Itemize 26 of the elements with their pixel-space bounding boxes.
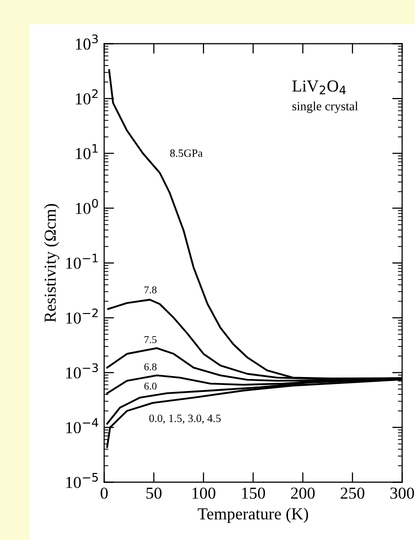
x-tick-label: 150 bbox=[242, 488, 266, 499]
annotation: LiV$_{2}$O$_{4}$ bbox=[292, 80, 346, 94]
y-tick-label: 10$^{2}$ bbox=[76, 89, 98, 104]
x-tick-label: 250 bbox=[340, 488, 364, 499]
y-tick-label: 10$^{−2}$ bbox=[66, 308, 98, 324]
y-tick-label: 10$^{3}$ bbox=[76, 34, 98, 50]
series-label: 6.0 bbox=[144, 382, 157, 390]
series-label: 6.8 bbox=[144, 363, 157, 370]
series-label: 7.8 bbox=[144, 286, 157, 294]
x-tick-label: 200 bbox=[291, 488, 315, 499]
y-tick-label: 10$^{−3}$ bbox=[66, 363, 98, 379]
x-tick-label: 100 bbox=[192, 488, 216, 499]
series-label: 0.0, 1.5, 3.0, 4.5 bbox=[149, 414, 221, 424]
series-label: 8.5GPa bbox=[170, 149, 203, 157]
y-tick-label: 10$^{−4}$ bbox=[66, 418, 98, 434]
x-tick-label: 50 bbox=[146, 488, 162, 499]
y-tick-label: 10$^{−5}$ bbox=[66, 473, 98, 488]
x-axis-title: Temperature (K) bbox=[198, 508, 308, 523]
x-tick-label: 0 bbox=[100, 488, 108, 499]
annotation: single crystal bbox=[292, 102, 358, 114]
y-tick-label: 10$^{1}$ bbox=[76, 144, 98, 160]
series-label: 7.5 bbox=[144, 336, 157, 344]
y-axis-title: Resistivity (Ωcm) bbox=[44, 204, 60, 322]
y-tick-label: 10$^{0}$ bbox=[76, 198, 98, 214]
x-tick-label: 300 bbox=[390, 488, 414, 499]
y-tick-label: 10$^{−1}$ bbox=[66, 254, 98, 269]
